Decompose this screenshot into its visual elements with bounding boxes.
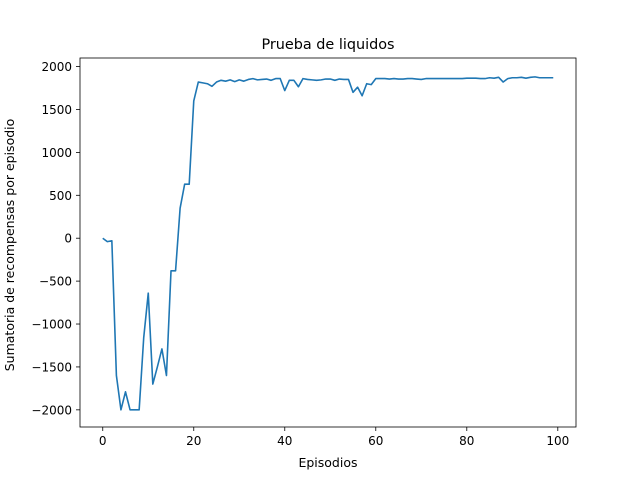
x-tick-label: 100 [546, 434, 569, 448]
chart-title: Prueba de liquidos [261, 37, 394, 53]
axes-frame [79, 57, 577, 428]
x-axis-label: Episodios [298, 455, 357, 470]
plot-area [102, 76, 554, 411]
y-tick-label: 2000 [41, 60, 72, 74]
x-tick-label: 20 [186, 434, 201, 448]
y-tick-label: −500 [39, 275, 72, 289]
y-tick-label: 1500 [41, 103, 72, 117]
x-tick-label: 0 [99, 434, 107, 448]
x-tick-label: 40 [277, 434, 292, 448]
y-tick-label: 1000 [41, 146, 72, 160]
x-tick-label: 80 [459, 434, 474, 448]
y-axis-label: Sumatoria de recompensas por episodio [2, 119, 17, 372]
y-tick-label: −1000 [31, 318, 72, 332]
y-tick-label: 500 [49, 189, 72, 203]
series-line-0 [102, 76, 554, 411]
y-tick-label: 0 [64, 232, 72, 246]
y-tick-label: −1500 [31, 360, 72, 374]
y-tick-label: −2000 [31, 403, 72, 417]
axes: 0 20 40 60 80 100 −2000 −1500 −1000 −500 0 500 1000 1… [31, 57, 577, 448]
x-tick-label: 60 [368, 434, 383, 448]
